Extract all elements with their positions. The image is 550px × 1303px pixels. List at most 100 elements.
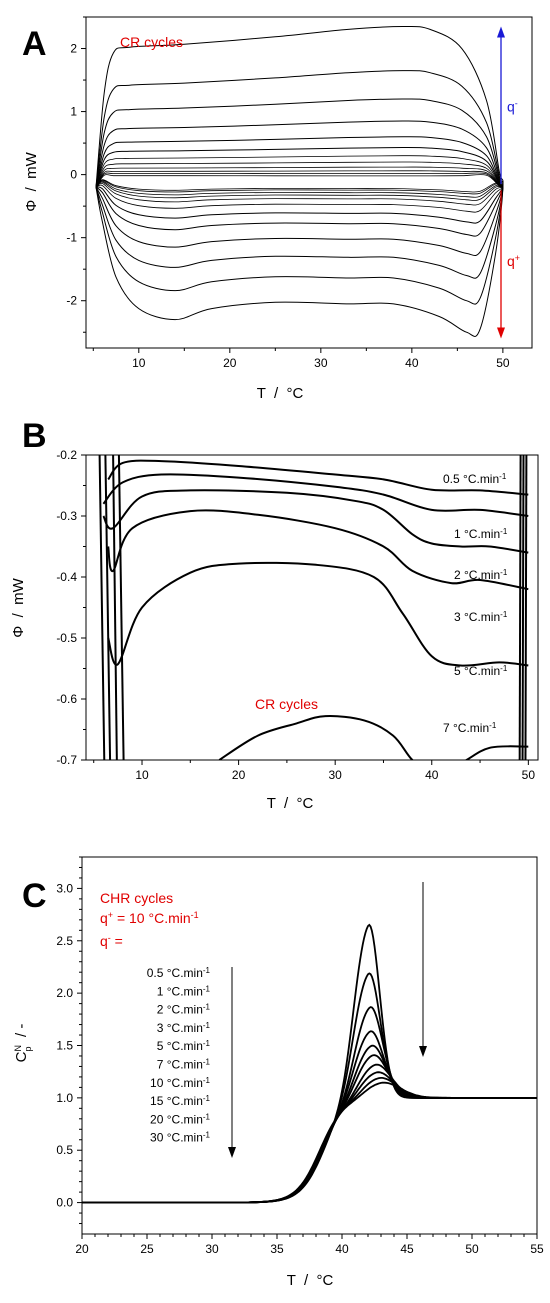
panel-letter-c: C [22,877,47,915]
a-y-tick-label: 0 [70,168,77,182]
a-x-tick-label: 10 [132,356,146,370]
rate-list-item: 3 °C.min-1 [157,1020,211,1035]
series-label: 2 °C.min-1 [454,568,508,583]
steep-branch-left [117,455,125,760]
trend-arrowhead [228,1147,236,1158]
series-curve [107,509,529,591]
rate-list-item: 1 °C.min-1 [157,984,211,999]
a-y-tick-label: 2 [70,42,77,56]
b-x-tick-label: 50 [522,768,536,782]
rate-list-item: 7 °C.min-1 [157,1057,211,1072]
trend-arrowhead [419,1046,427,1057]
c-x-tick-label: 50 [465,1242,479,1256]
y-axis-label-b: Φ / mW [10,577,27,637]
a-x-tick-label: 40 [405,356,419,370]
loop-curve [95,170,504,198]
b-y-tick-label: -0.4 [56,570,77,584]
trend-arrows-c [228,882,427,1158]
rate-list-item: 20 °C.min-1 [150,1112,210,1127]
arrowhead-q-plus [497,327,505,339]
steep-branch-left [98,455,106,760]
series-curve [218,715,529,760]
label-q-plus: q+ [507,253,520,269]
b-x-tick-label: 40 [425,768,439,782]
label-q-minus: q- [507,99,518,115]
series-curve [107,459,529,496]
axis-ticks-a: 10 20 30 40 50 -2 -1 0 1 2 [66,16,510,370]
c-x-tick-label: 55 [530,1242,544,1256]
loop-curve [95,155,504,213]
b-y-tick-label: -0.5 [56,631,77,645]
rate-list-item: 15 °C.min-1 [150,1094,210,1109]
rate-list-item: 10 °C.min-1 [150,1075,210,1090]
rate-list-item: 2 °C.min-1 [157,1002,211,1017]
series-label: 3 °C.min-1 [454,610,508,625]
loop-curve [95,25,504,337]
c-x-tick-label: 30 [205,1242,219,1256]
rate-list-item: 30 °C.min-1 [150,1130,210,1145]
a-x-tick-label: 50 [496,356,510,370]
c-y-tick-label: 2.5 [56,934,73,948]
a-y-tick-label: -1 [66,231,77,245]
series-curve [107,561,529,667]
curves-b [98,455,529,760]
panel-letter-a: A [22,25,47,63]
annotation-b: CR cycles [255,696,318,712]
loop-curve [95,136,504,237]
y-axis-label-a: Φ / mW [23,151,40,211]
axis-ticks-c: 20 25 30 35 40 45 50 55 0.0 0.5 1.0 1.5 2.0 2.5 3.0 [56,856,544,1256]
c-y-tick-label: 1.0 [56,1091,73,1105]
title-line-chr: CHR cycles [100,890,173,906]
c-x-tick-label: 20 [75,1242,89,1256]
plot-frame-b [85,454,539,761]
b-x-tick-label: 20 [232,768,246,782]
series-label: 7 °C.min-1 [443,721,497,736]
curves-c [82,923,537,1204]
c-y-tick-label: 0.5 [56,1143,73,1157]
panel-b: 10 20 30 40 50 -0.7 -0.6 -0.5 -0.4 -0.3 -0.2 0.5 °… [10,448,539,812]
b-y-tick-label: -0.7 [56,753,77,767]
b-y-tick-label: -0.2 [56,448,77,462]
c-x-tick-label: 45 [400,1242,414,1256]
series-label: 1 °C.min-1 [454,527,508,542]
panel-c: 20 25 30 35 40 45 50 55 0.0 0.5 1.0 1.5 2.0 2.5 3.0 CH… [13,856,544,1289]
c-y-tick-label: 0.0 [56,1196,73,1210]
b-y-tick-label: -0.6 [56,692,77,706]
series-curve [102,473,529,517]
steep-branch-right [518,455,522,760]
steep-branch-right [524,455,528,760]
series-curve [102,489,529,554]
loop-curve [95,166,504,201]
title-line-qplus: q+ = 10 °C.min-1 [100,910,199,926]
b-x-tick-label: 10 [135,768,149,782]
c-x-tick-label: 40 [335,1242,349,1256]
b-x-tick-label: 30 [328,768,342,782]
y-axis-label-c: CpN/ - [13,1024,33,1063]
title-line-qminus: q- = [100,933,123,949]
rate-list-item: 5 °C.min-1 [157,1039,211,1054]
rate-list-item: 0.5 °C.min-1 [147,966,211,981]
a-x-tick-label: 20 [223,356,237,370]
series-label: 0.5 °C.min-1 [443,472,507,487]
c-x-tick-label: 35 [270,1242,284,1256]
a-x-tick-label: 30 [314,356,328,370]
loop-curve [95,70,504,305]
panel-letter-b: B [22,417,47,455]
steep-branch-left [112,455,118,760]
c-x-tick-label: 25 [140,1242,154,1256]
c-y-tick-label: 2.0 [56,986,73,1000]
a-y-tick-label: -2 [66,294,77,308]
rate-arrows-a: q-q+ [497,26,520,339]
c-y-tick-label: 3.0 [56,881,73,895]
b-y-tick-label: -0.3 [56,509,77,523]
series-labels-b: 0.5 °C.min-1 1 °C.min-1 2 °C.min-1 3 °C.min… [443,472,508,736]
loop-curve [95,174,504,193]
c-y-tick-label: 1.5 [56,1039,73,1053]
series-label: 5 °C.min-1 [454,664,508,679]
axis-ticks-b: 10 20 30 40 50 -0.7 -0.6 -0.5 -0.4 -0.3 -0.2 [56,448,535,782]
x-axis-label-b: T / °C [267,795,314,812]
cp-curve [82,1081,537,1204]
plot-frame-a [85,16,533,349]
rate-list-c: 0.5 °C.min-1 1 °C.min-1 2 °C.min-1 3 °C.min… [147,966,211,1145]
